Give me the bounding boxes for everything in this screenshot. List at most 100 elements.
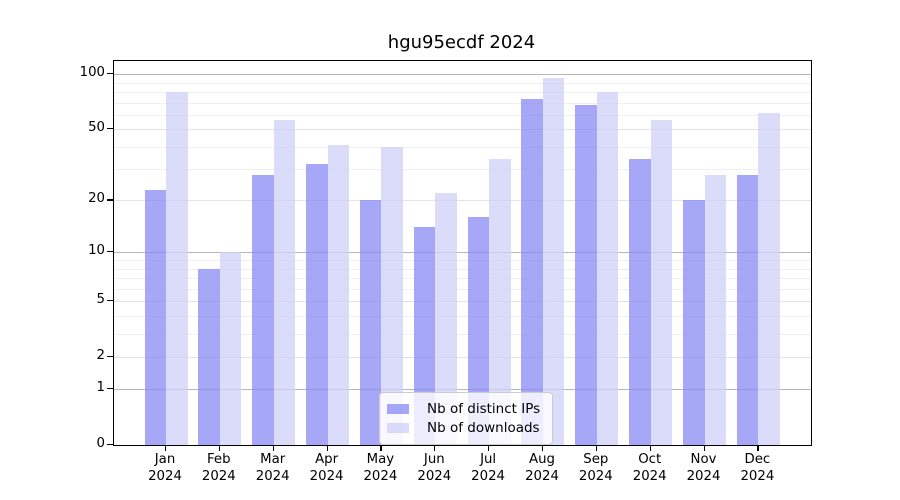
x-tick-label-jan: Jan 2024 [133,452,197,485]
x-tick-mark-nov [703,445,705,451]
x-tick-mark-feb [218,445,220,451]
bar-downloads-oct [650,120,673,445]
x-tick-month: Aug [529,452,555,467]
y-tick-label-2: 2 [96,347,105,363]
x-tick-mark-jan [165,445,167,451]
x-tick-month: Apr [315,452,339,467]
x-tick-month: Feb [207,452,231,467]
x-tick-mark-sep [595,445,597,451]
y-tick-label-10: 10 [88,243,105,259]
x-tick-mark-jun [434,445,436,451]
x-tick-year: 2024 [471,468,506,484]
bar-downloads-nov [704,174,726,445]
gridline-80 [114,91,811,93]
x-tick-year: 2024 [255,468,290,484]
gridline-7 [114,277,811,279]
bar-distinct-ips-may [359,200,382,445]
y-tick-label-50: 50 [88,120,105,136]
legend: Nb of distinct IPs Nb of downloads [379,392,554,445]
x-tick-month: Jun [423,452,445,467]
x-tick-mark-apr [326,445,328,451]
gridline-100 [114,74,811,76]
bar-downloads-aug [542,78,565,445]
gridline-3 [114,333,811,335]
x-tick-year: 2024 [686,468,721,484]
gridline-2 [114,356,811,358]
bar-distinct-ips-feb [198,268,220,445]
plot-area: Nb of distinct IPs Nb of downloads [113,60,812,446]
x-tick-year: 2024 [578,468,613,484]
x-tick-year: 2024 [740,468,775,484]
x-tick-year: 2024 [525,468,559,484]
legend-label-downloads: Nb of downloads [427,420,540,437]
x-tick-year: 2024 [363,468,398,484]
gridline-8 [114,268,811,270]
x-tick-year: 2024 [201,468,236,484]
bar-distinct-ips-nov [683,200,705,445]
x-tick-label-mar: Mar 2024 [241,452,305,485]
x-tick-month: May [366,452,395,467]
bar-downloads-jul [489,159,511,445]
bar-downloads-jun [435,193,457,445]
x-tick-month: Mar [260,452,286,467]
bar-downloads-mar [273,120,296,445]
bar-downloads-sep [596,91,619,445]
x-tick-label-oct: Oct 2024 [618,452,682,485]
gridline-5 [114,301,811,302]
x-tick-label-may: May 2024 [348,452,412,485]
bar-distinct-ips-mar [252,174,274,445]
legend-swatch-distinct-ips [387,403,409,414]
x-tick-month: Dec [744,452,771,467]
x-tick-label-sep: Sep 2024 [564,452,628,485]
x-tick-mark-may [380,445,382,451]
y-tick-mark-100 [107,73,113,75]
gridline-20 [114,200,811,202]
x-tick-label-aug: Aug 2024 [510,452,574,485]
bar-downloads-may [381,146,403,445]
legend-item-downloads: Nb of downloads [387,419,540,439]
bar-distinct-ips-jul [467,217,490,445]
bar-downloads-jan [166,91,188,445]
y-tick-mark-5 [107,300,113,302]
y-tick-label-100: 100 [79,65,105,81]
bar-distinct-ips-oct [629,159,651,445]
x-tick-label-nov: Nov 2024 [672,452,736,485]
bar-distinct-ips-apr [306,164,328,445]
y-tick-label-1: 1 [96,380,105,396]
gridline-10 [114,252,811,254]
x-tick-label-jul: Jul 2024 [456,452,520,485]
y-tick-label-20: 20 [88,191,105,207]
bar-downloads-feb [219,252,242,445]
x-tick-month: Jul [480,452,497,467]
x-tick-month: Jan [154,452,176,467]
chart-title: hgu95ecdf 2024 [387,32,536,53]
x-tick-mark-dec [757,445,759,451]
x-tick-label-apr: Apr 2024 [295,452,359,485]
x-tick-year: 2024 [148,468,182,484]
y-tick-label-0: 0 [96,436,105,451]
x-tick-month: Oct [638,452,662,467]
bar-downloads-dec [758,113,780,445]
y-tick-mark-10 [107,251,113,253]
gridline-70 [114,102,811,104]
x-tick-month: Sep [583,452,609,467]
bar-distinct-ips-sep [575,104,597,445]
y-tick-mark-2 [107,355,113,357]
bar-downloads-apr [327,144,350,445]
x-tick-label-dec: Dec 2024 [725,452,789,485]
y-tick-mark-50 [107,128,113,130]
x-tick-year: 2024 [417,468,452,484]
y-tick-mark-0 [107,444,113,446]
gridline-90 [114,82,811,84]
y-tick-label-5: 5 [96,292,105,307]
legend-item-distinct-ips: Nb of distinct IPs [387,399,540,419]
x-tick-mark-jul [488,445,490,451]
y-tick-mark-1 [107,388,113,390]
gridline-9 [114,260,811,261]
x-tick-label-feb: Feb 2024 [187,452,251,485]
legend-label-distinct-ips: Nb of distinct IPs [427,400,541,417]
x-tick-label-jun: Jun 2024 [402,452,466,485]
gridline-60 [114,114,811,116]
bar-distinct-ips-aug [521,99,543,445]
gridline-30 [114,169,811,171]
